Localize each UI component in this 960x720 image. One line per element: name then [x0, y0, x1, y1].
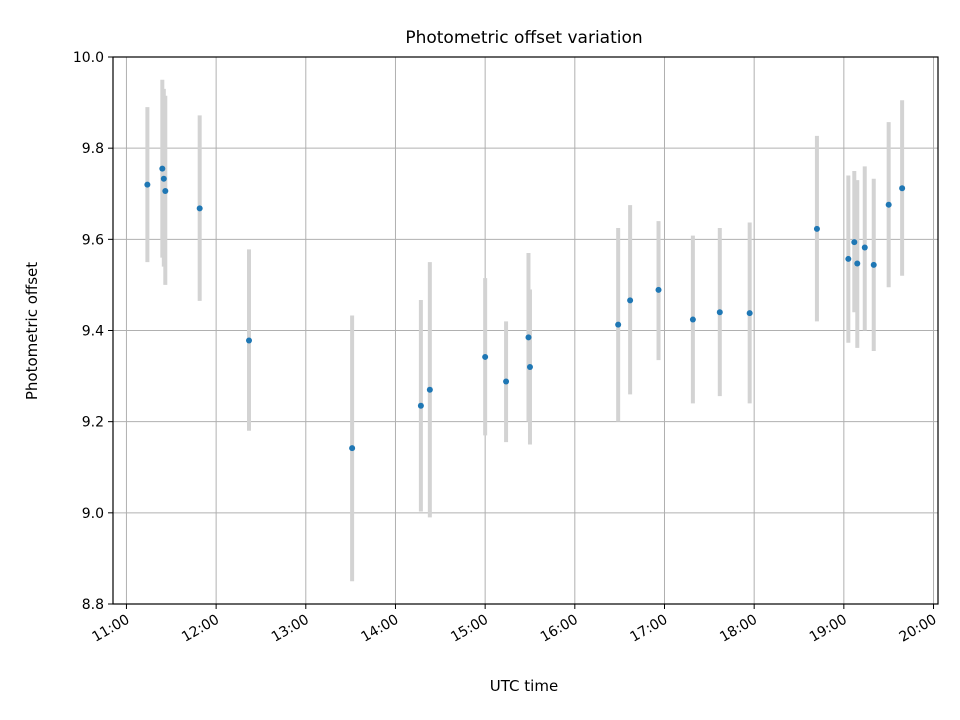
data-point [885, 201, 892, 208]
x-tick-label: 18:00 [717, 612, 760, 646]
x-tick-label: 16:00 [538, 612, 581, 646]
data-point [160, 175, 167, 182]
data-point [854, 260, 861, 267]
y-tick-label: 9.6 [82, 232, 104, 248]
y-axis-ticks: 8.8 9.0 9.2 9.4 9.6 9.8 10.0 [73, 50, 113, 613]
y-tick-label: 9.0 [82, 506, 104, 522]
data-point [482, 353, 489, 360]
data-point [246, 337, 253, 344]
data-point [349, 445, 356, 452]
data-point [526, 363, 533, 370]
data-point [870, 261, 877, 268]
data-point [845, 255, 852, 262]
x-tick-label: 20:00 [897, 612, 940, 646]
data-point [615, 321, 622, 328]
data-point [503, 378, 510, 385]
data-point [716, 309, 723, 316]
x-tick-label: 14:00 [359, 612, 402, 646]
y-tick-label: 9.4 [82, 324, 104, 340]
data-point [899, 185, 906, 192]
x-tick-label: 15:00 [448, 612, 491, 646]
y-tick-label: 9.2 [82, 415, 104, 431]
y-tick-label: 10.0 [73, 50, 104, 66]
grid-lines [113, 56, 938, 605]
x-tick-label: 12:00 [179, 612, 222, 646]
x-axis-ticks: 11:00 12:00 13:00 14:00 15:00 16:00 17:00 18:00… [89, 604, 940, 646]
data-point [813, 225, 820, 232]
x-tick-label: 11:00 [89, 612, 132, 646]
y-tick-label: 9.8 [82, 141, 104, 157]
data-point [159, 165, 166, 172]
data-point [851, 239, 858, 246]
data-point [525, 334, 532, 341]
chart-title: Photometric offset variation [405, 28, 642, 48]
data-point [144, 181, 151, 188]
data-markers [144, 165, 906, 452]
x-tick-label: 19:00 [807, 612, 850, 646]
data-point [861, 244, 868, 251]
x-tick-label: 17:00 [628, 612, 671, 646]
y-tick-label: 8.8 [82, 597, 104, 613]
x-tick-label: 13:00 [269, 612, 312, 646]
y-axis-label: Photometric offset [23, 262, 41, 400]
data-point [689, 316, 696, 323]
data-point [627, 297, 634, 304]
data-point [196, 205, 203, 212]
x-axis-label: UTC time [490, 677, 558, 695]
data-point [655, 286, 662, 293]
data-point [162, 188, 169, 195]
data-point [426, 386, 433, 393]
data-point [417, 402, 424, 409]
data-point [746, 310, 753, 317]
